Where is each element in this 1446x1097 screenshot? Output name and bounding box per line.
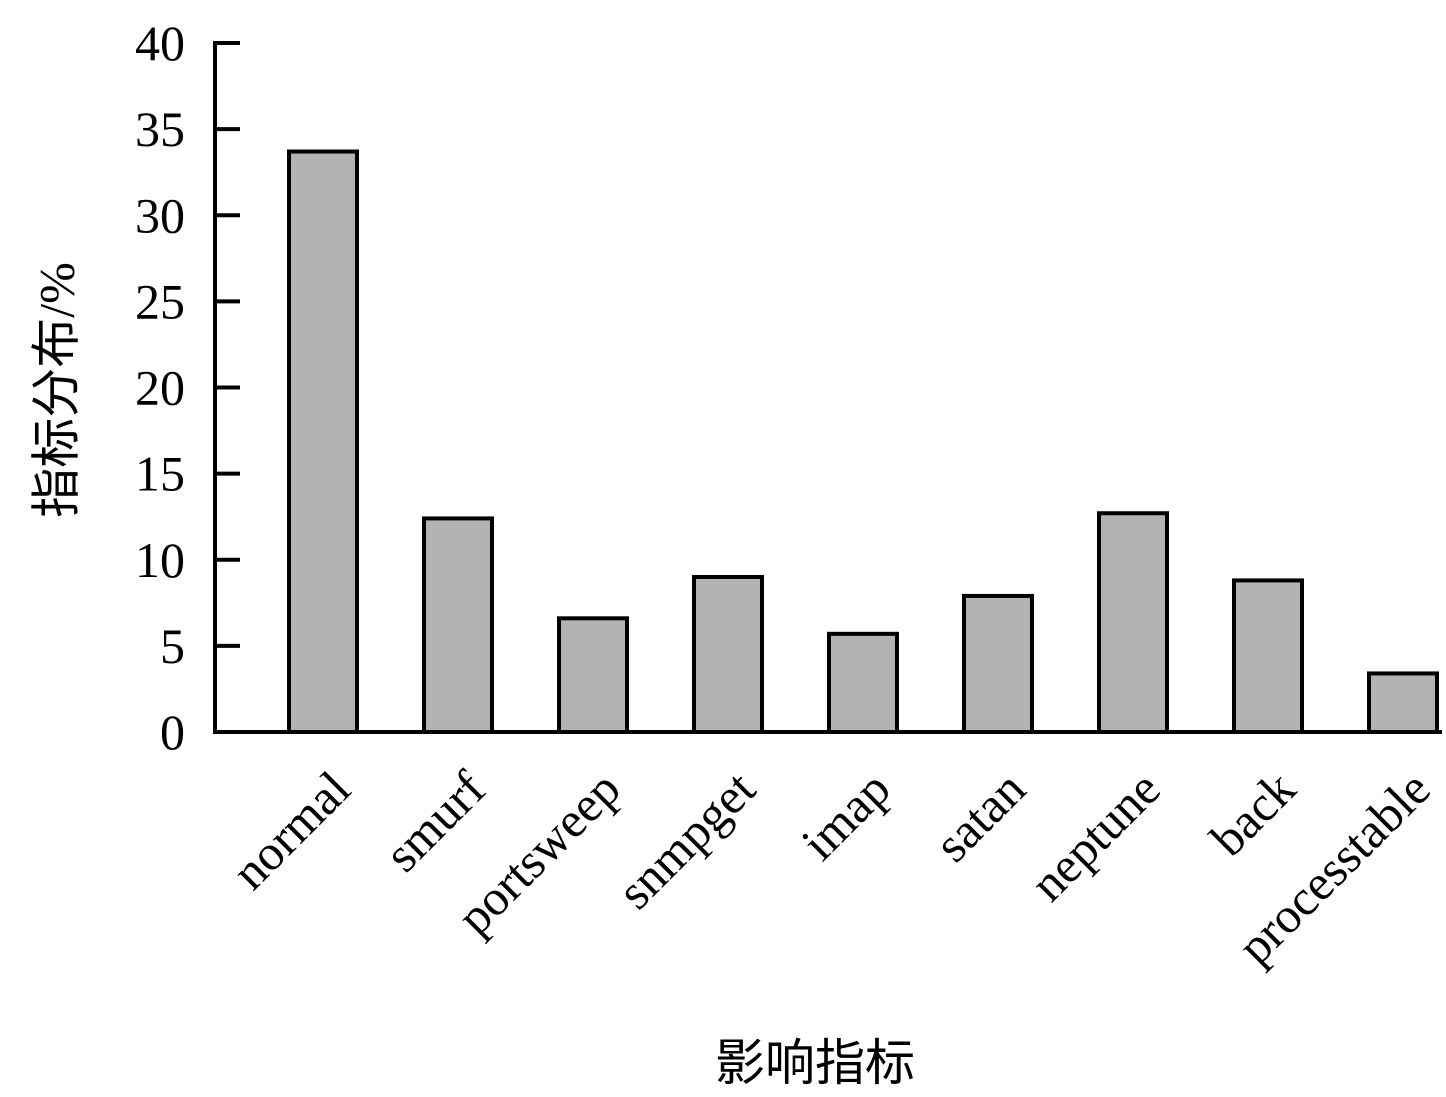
bar: [1232, 578, 1304, 734]
y-tick-label: 35: [135, 101, 185, 157]
y-tick-label: 20: [135, 360, 185, 416]
y-tick-label: 25: [135, 273, 185, 329]
y-tick-label: 30: [135, 187, 185, 243]
y-tick-label: 5: [160, 618, 185, 674]
bar: [422, 516, 494, 734]
x-tick-label: normal: [221, 760, 361, 900]
y-tick-label: 40: [135, 15, 185, 71]
y-tick-label: 15: [135, 446, 185, 502]
bar: [557, 616, 629, 734]
x-tick-label: back: [1199, 760, 1305, 866]
bar: [287, 149, 359, 734]
bar: [692, 574, 764, 734]
bar: [827, 631, 899, 735]
x-axis-label: 影响指标: [715, 1035, 915, 1091]
x-tick-label: satan: [924, 760, 1036, 872]
y-tick-label: 0: [160, 704, 185, 760]
x-tick-label: smurf: [374, 760, 496, 882]
x-tick-label: imap: [790, 760, 900, 870]
bar: [1367, 671, 1439, 734]
x-tick-label: neptune: [1019, 760, 1171, 912]
y-tick-label: 10: [135, 532, 185, 588]
bar: [962, 593, 1034, 734]
y-axis-label: 指标分布/%: [28, 262, 84, 518]
bar: [1097, 511, 1169, 734]
x-tick-label: snmpget: [606, 760, 765, 919]
